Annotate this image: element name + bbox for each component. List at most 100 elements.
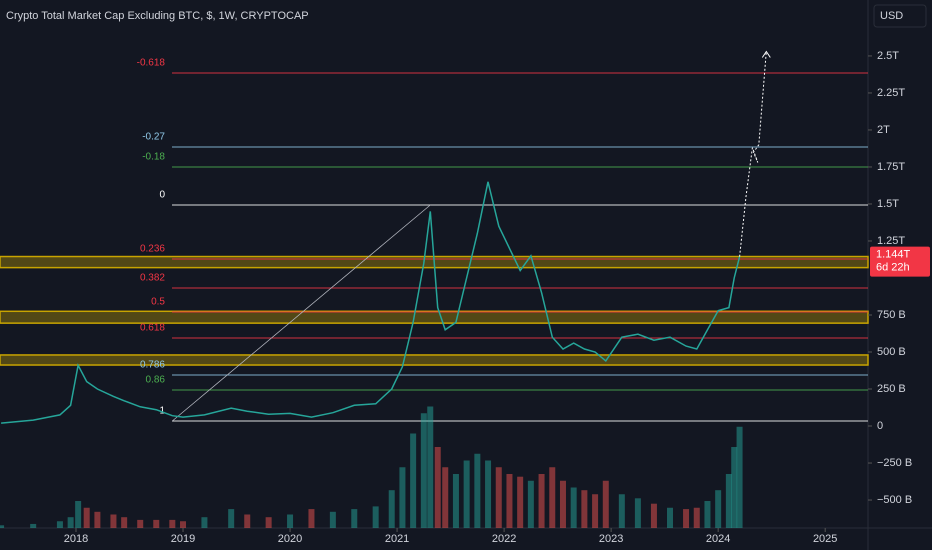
volume-bar (169, 519, 176, 528)
volume-bar (693, 507, 700, 528)
volume-bar (75, 501, 82, 528)
volume-bar (351, 509, 358, 528)
volume-bar (427, 406, 434, 528)
volume-bar (180, 521, 187, 528)
volume-bar (474, 453, 481, 528)
volume-bar (570, 487, 577, 528)
volume-bar (581, 490, 588, 528)
volume-bar (0, 525, 5, 528)
x-tick-label: 2021 (385, 533, 409, 545)
plot: -0.618 -0.27 -0.18 0 0.236 0.382 0.5 0.618 0.786… (0, 50, 869, 528)
volume-bar (83, 507, 90, 528)
volume-bar (420, 413, 427, 528)
last-price: 1.144T (876, 249, 911, 261)
x-tick-label: 2025 (813, 533, 837, 545)
fib-label: 0.382 (140, 273, 165, 284)
volume-bar (683, 509, 690, 528)
volume-bar (592, 494, 599, 528)
countdown: 6d 22h (876, 262, 910, 274)
x-tick-label: 2018 (64, 533, 88, 545)
volume-bar (388, 490, 395, 528)
fib-zone (0, 354, 869, 366)
volume-bar (527, 480, 534, 528)
volume-bar (618, 494, 625, 528)
volume-bar (634, 498, 641, 528)
volume-bar (287, 514, 294, 528)
volume-bar (329, 511, 336, 528)
volume-bar (715, 490, 722, 528)
fib-zone (0, 310, 869, 324)
volume-bar (110, 514, 117, 528)
volume-bar (56, 521, 63, 528)
fib-label: 0.5 (151, 297, 165, 308)
volume-bar (517, 476, 524, 528)
y-tick-label: 2.5T (877, 50, 899, 62)
fib-label: -0.618 (137, 58, 166, 69)
volume-bar (666, 507, 673, 528)
last-price-box (870, 246, 930, 277)
currency[interactable]: USD (880, 10, 903, 22)
fib-label: 0.236 (140, 244, 165, 255)
fib-label: -0.27 (142, 132, 165, 143)
volume-bar (559, 480, 566, 528)
volume-bar (736, 426, 743, 528)
x-tick-label: 2022 (492, 533, 516, 545)
fib-label: 0 (159, 190, 165, 201)
x-tick-label: 2024 (706, 533, 730, 545)
y-tick-label: 250 B (877, 383, 906, 395)
x-tick-label: 2023 (599, 533, 623, 545)
volume-bar (506, 474, 513, 528)
x-tick-label: 2019 (171, 533, 195, 545)
fib-label: 0.618 (140, 323, 165, 334)
fib-label: 1 (159, 406, 165, 417)
volume-bar (265, 517, 272, 528)
volume-bar (410, 433, 417, 528)
volume-bar (731, 447, 738, 528)
volume-bar (442, 467, 449, 528)
volume-bar (308, 509, 315, 528)
y-tick-label: 1.25T (877, 235, 905, 247)
y-tick-label: −500 B (877, 494, 912, 506)
volume-bar (137, 519, 144, 528)
volume-bar (201, 517, 208, 528)
y-tick-label: 2T (877, 124, 890, 136)
volume-bar (153, 519, 160, 528)
volume-bar (549, 467, 556, 528)
volume-bar (602, 480, 609, 528)
fib-label: 0.86 (146, 375, 166, 386)
y-tick-label: 2.25T (877, 87, 905, 99)
y-tick-label: 1.75T (877, 161, 905, 173)
volume-bar (650, 503, 657, 528)
volume-bar (67, 517, 74, 528)
y-tick-label: −250 B (877, 457, 912, 469)
y-tick-label: 1.5T (877, 198, 899, 210)
volume-bar (94, 511, 101, 528)
volume-bar (452, 474, 459, 528)
y-tick-label: 750 B (877, 309, 906, 321)
currency-button[interactable] (873, 4, 927, 28)
trend-line (172, 204, 431, 422)
volume-bar (725, 474, 732, 528)
volume-bar (30, 523, 37, 528)
volume-bar (121, 517, 128, 528)
chart-title: Crypto Total Market Cap Excluding BTC, $… (6, 10, 309, 22)
volume-bar (244, 514, 251, 528)
volume-bar (485, 460, 492, 528)
y-tick-label: 500 B (877, 346, 906, 358)
volume-bar (495, 467, 502, 528)
y-tick-label: 0 (877, 420, 883, 432)
x-tick-label: 2020 (278, 533, 302, 545)
projection-arrow (761, 50, 771, 58)
projection (739, 51, 767, 257)
volume-bar (463, 460, 470, 528)
fib-label: -0.18 (142, 152, 165, 163)
volume-bar (399, 467, 406, 528)
volume-bar (228, 509, 235, 528)
volume-bar (434, 447, 441, 528)
price-line (1, 181, 741, 424)
fib-label: 0.786 (140, 360, 165, 371)
volume-bar (704, 501, 711, 528)
volume-bar (538, 474, 545, 528)
